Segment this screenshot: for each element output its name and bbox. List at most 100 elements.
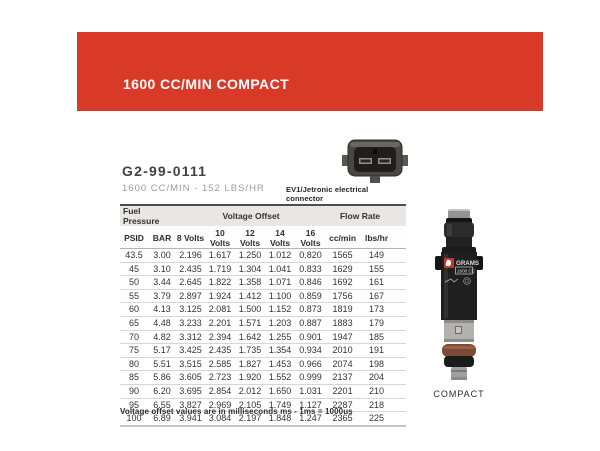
table-cell: 3.233	[176, 316, 206, 331]
table-cell: 2365	[326, 411, 360, 427]
banner: 1600 CC/MIN COMPACT	[77, 32, 543, 111]
injector-cc-label: 1600 CC	[457, 269, 476, 274]
table-cell: 2.969	[205, 398, 236, 413]
table-cell: 1.924	[205, 289, 236, 304]
table-cell: 50	[120, 275, 148, 290]
table-cell: 2.394	[205, 330, 236, 345]
table-cell: 1.848	[265, 411, 296, 427]
table-cell: 5.17	[148, 343, 177, 358]
table-cell: 1.012	[265, 248, 296, 263]
table-cell: 60	[120, 302, 148, 317]
table-cell: 0.873	[295, 302, 327, 317]
table-cell: 3.425	[176, 343, 206, 358]
table-cell: 0.820	[295, 248, 327, 263]
flow-rate-table: Fuel Pressure Voltage Offset Flow Rate P…	[120, 204, 407, 427]
table-cell: 4.48	[148, 316, 177, 331]
injector-brand-label: GRAMS	[456, 260, 479, 267]
table-row: 85 5.86 3.605 2.723 1.920 1.552 0.999 2137 204	[120, 370, 407, 385]
table-cell: 1.203	[265, 316, 296, 331]
table-cell: 3.44	[148, 275, 177, 290]
group-header-flow-rate: Flow Rate	[326, 205, 407, 228]
table-cell: 161	[359, 275, 407, 290]
table-cell: 1565	[326, 248, 360, 263]
table-cell: 1.749	[265, 398, 296, 413]
table-cell: 0.966	[295, 357, 327, 372]
table-row: 65 4.48 3.233 2.201 1.571 1.203 0.887 1883 179	[120, 316, 407, 331]
table-row: 60 4.13 3.125 2.081 1.500 1.152 0.873 1819 173	[120, 302, 407, 317]
part-subtitle: 1600 CC/MIN - 152 LBS/HR	[122, 183, 265, 194]
col-10v: 10 Volts	[205, 227, 236, 249]
table-group-header-row: Fuel Pressure Voltage Offset Flow Rate	[120, 205, 407, 228]
table-cell: 1.100	[265, 289, 296, 304]
table-cell: 3.515	[176, 357, 206, 372]
table-row: 70 4.82 3.312 2.394 1.642 1.255 0.901 1947 185	[120, 330, 407, 345]
table-cell: 3.125	[176, 302, 206, 317]
table-cell: 1692	[326, 275, 360, 290]
table-cell: 2.723	[205, 370, 236, 385]
table-cell: 6.20	[148, 384, 177, 399]
table-cell: 1.354	[265, 343, 296, 358]
table-cell: 0.901	[295, 330, 327, 345]
table-cell: 3.827	[176, 398, 206, 413]
table-cell: 6.55	[148, 398, 177, 413]
table-cell: 2.897	[176, 289, 206, 304]
table-cell: 1.041	[265, 262, 296, 277]
table-cell: 0.846	[295, 275, 327, 290]
table-cell: 2137	[326, 370, 360, 385]
table-row: 55 3.79 2.897 1.924 1.412 1.100 0.859 1756 167	[120, 289, 407, 304]
table-cell: 149	[359, 248, 407, 263]
table-cell: 1.617	[205, 248, 236, 263]
table-column-header-row: PSID BAR 8 Volts 10 Volts 12 Volts 14 Vo…	[120, 227, 407, 249]
table-cell: 1.822	[205, 275, 236, 290]
table-cell: 1.031	[295, 384, 327, 399]
table-cell: 2.105	[235, 398, 266, 413]
table-cell: 2201	[326, 384, 360, 399]
table-cell: 65	[120, 316, 148, 331]
table-row: 95 6.55 3.827 2.969 2.105 1.749 1.127 2287 218	[120, 398, 407, 413]
table-cell: 3.695	[176, 384, 206, 399]
connector-caption: EV1/Jetronic electrical connector	[286, 185, 369, 203]
page-title: 1600 CC/MIN COMPACT	[123, 76, 290, 92]
fuel-injector-icon: GRAMS 1600 CC	[435, 209, 483, 380]
group-header-voltage-offset: Voltage Offset	[176, 205, 327, 228]
table-cell: 1819	[326, 302, 360, 317]
table-cell: 198	[359, 357, 407, 372]
table-cell: 3.00	[148, 248, 177, 263]
table-cell: 1.642	[235, 330, 266, 345]
col-bar: BAR	[148, 227, 177, 249]
table-cell: 2.081	[205, 302, 236, 317]
table-cell: 191	[359, 343, 407, 358]
table-cell: 90	[120, 384, 148, 399]
table-cell: 75	[120, 343, 148, 358]
table-cell: 2.196	[176, 248, 206, 263]
table-cell: 2.012	[235, 384, 266, 399]
table-cell: 3.312	[176, 330, 206, 345]
table-cell: 55	[120, 289, 148, 304]
table-cell: 1.152	[265, 302, 296, 317]
table-cell: 80	[120, 357, 148, 372]
col-8v: 8 Volts	[176, 227, 206, 249]
table-cell: 1.920	[235, 370, 266, 385]
table-cell: 70	[120, 330, 148, 345]
table-cell: 4.82	[148, 330, 177, 345]
table-cell: 1.500	[235, 302, 266, 317]
col-16v: 16 Volts	[295, 227, 327, 249]
table-cell: 1.247	[295, 411, 327, 427]
table-cell: 1.255	[265, 330, 296, 345]
part-number: G2-99-0111	[122, 163, 208, 179]
table-cell: 2.435	[205, 343, 236, 358]
table-cell: 1.650	[265, 384, 296, 399]
table-cell: 5.51	[148, 357, 177, 372]
table-cell: 3.10	[148, 262, 177, 277]
table-cell: 3.605	[176, 370, 206, 385]
table-cell: 225	[359, 411, 407, 427]
table-cell: 1.453	[265, 357, 296, 372]
table-cell: 204	[359, 370, 407, 385]
col-lbshr: lbs/hr	[359, 227, 407, 249]
table-row: 50 3.44 2.645 1.822 1.358 1.071 0.846 1692 161	[120, 275, 407, 290]
table-cell: 173	[359, 302, 407, 317]
col-psid: PSID	[120, 227, 148, 249]
table-cell: 1.250	[235, 248, 266, 263]
table-cell: 5.86	[148, 370, 177, 385]
